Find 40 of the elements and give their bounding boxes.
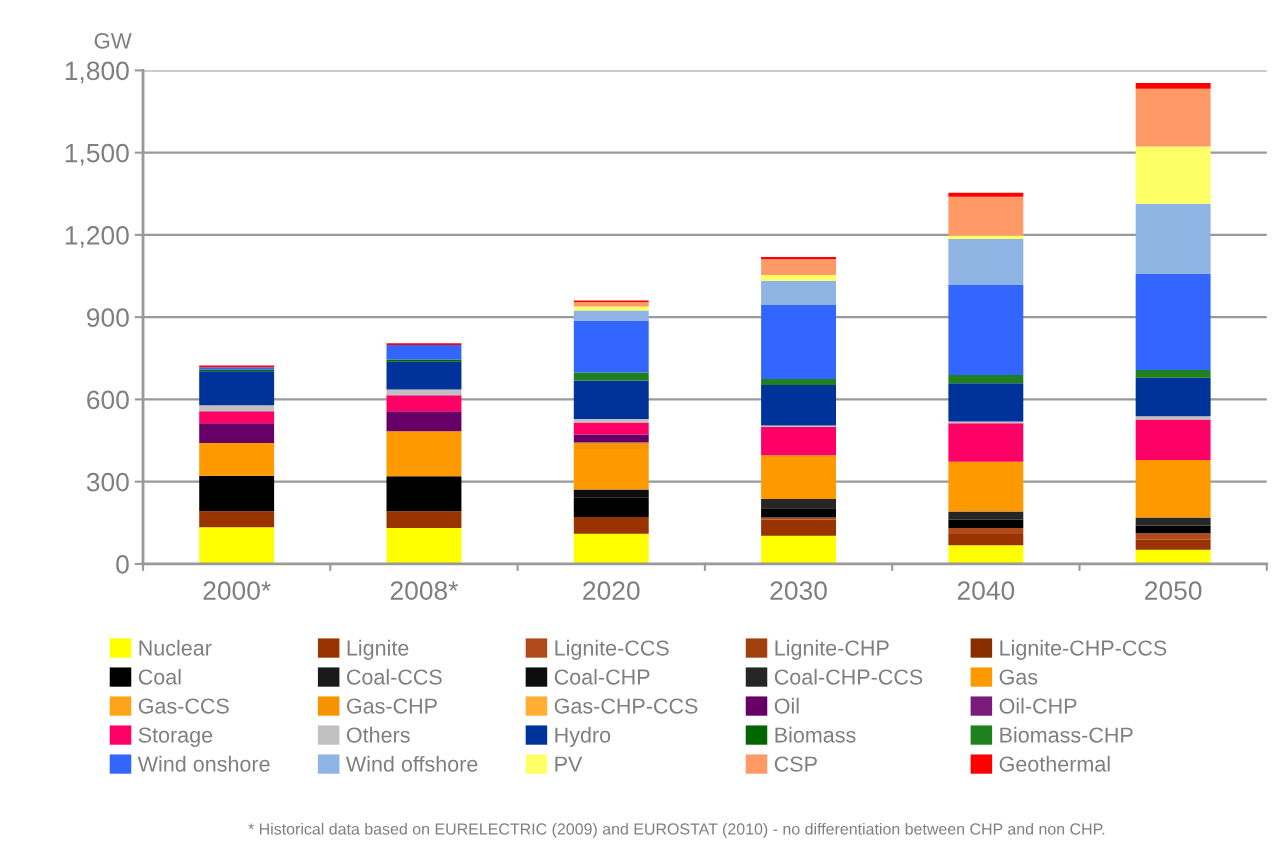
x-tick-label: 2020 bbox=[583, 581, 640, 600]
x-tick-label: 2050 bbox=[1145, 581, 1202, 600]
legend-label: Hydro bbox=[555, 726, 611, 747]
text: * Historical data based on EURELECTRIC (2009) and EUROSTAT (2010) - no differentiation between CHP and non CHP. bbox=[248, 822, 1105, 838]
y-tick-label: 1,800 bbox=[65, 61, 129, 84]
y-tick-label: 900 bbox=[87, 308, 129, 327]
legend-label: Biomass-CHP bbox=[1000, 726, 1133, 743]
legend-label: PV bbox=[555, 756, 583, 772]
legend-label: Coal-CHP bbox=[554, 668, 650, 685]
legend-label: Coal-CHP-CCS bbox=[774, 668, 923, 685]
legend-label: Coal bbox=[138, 668, 181, 685]
legend-label: Biomass bbox=[775, 726, 856, 743]
x-tick-label: 2000* bbox=[203, 581, 271, 600]
legend-label: Geothermal bbox=[999, 755, 1110, 772]
legend-label: Gas bbox=[999, 669, 1038, 685]
legend-label: Oil-CHP bbox=[999, 697, 1077, 714]
x-tick-label: 2008* bbox=[390, 581, 459, 600]
legend-label: Coal-CCS bbox=[346, 668, 442, 685]
y-tick-label: 300 bbox=[86, 472, 129, 492]
legend-label: Gas-CCS bbox=[138, 698, 229, 714]
legend-label: Others bbox=[346, 726, 410, 743]
legend-label: Nuclear bbox=[139, 639, 212, 656]
y-tick-label: 600 bbox=[87, 390, 129, 410]
y-tick-label: 0 bbox=[116, 555, 129, 574]
legend-label: Wind offshore bbox=[345, 755, 478, 772]
legend-label: Lignite-CCS bbox=[555, 639, 669, 660]
x-tick-label: 2040 bbox=[957, 581, 1015, 600]
legend-label: Wind onshore bbox=[137, 755, 270, 772]
legend-label: Gas-CHP-CCS bbox=[554, 698, 698, 714]
x-tick-label: 2030 bbox=[770, 581, 827, 600]
legend-label: CSP bbox=[774, 756, 817, 772]
legend-label: Oil bbox=[774, 697, 799, 714]
y-tick-label: 1,500 bbox=[65, 143, 129, 166]
y-axis-title: GW bbox=[94, 32, 132, 49]
legend-label: Storage bbox=[138, 727, 213, 747]
y-tick-label: 1,200 bbox=[65, 226, 129, 248]
legend-label: Gas-CHP bbox=[346, 698, 437, 714]
legend-label: Lignite-CHP bbox=[775, 639, 889, 660]
legend-label: Lignite-CHP-CCS bbox=[1000, 639, 1167, 660]
legend-label: Lignite bbox=[347, 639, 409, 660]
